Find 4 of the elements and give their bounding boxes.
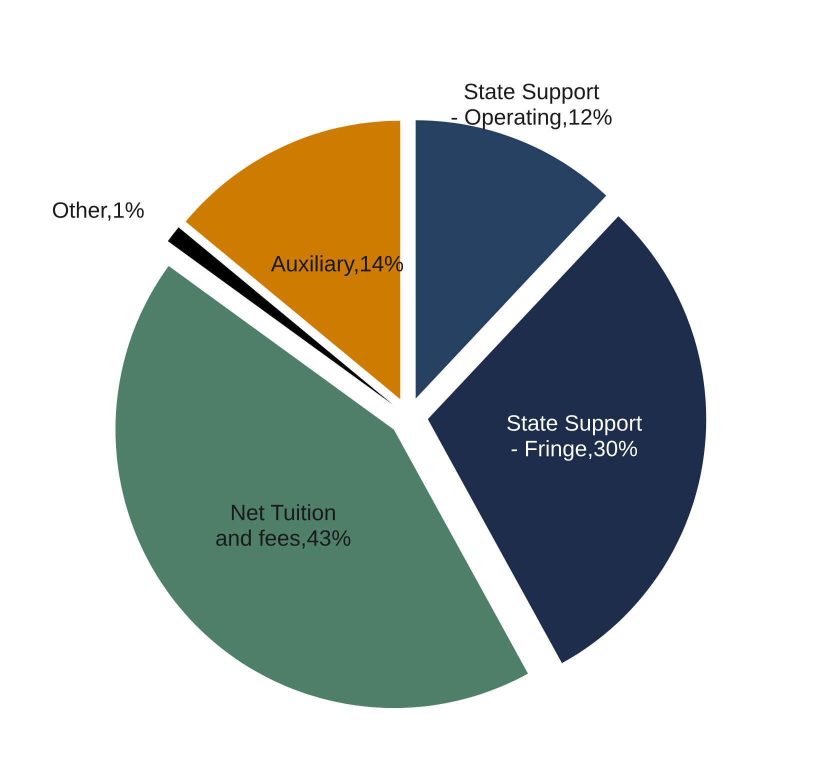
slice-label: State Support - Operating,12% bbox=[452, 84, 612, 130]
slice-label: State Support - Fringe,30% bbox=[507, 415, 642, 461]
slice-label: Other,1% bbox=[52, 202, 144, 221]
slice-label: Net Tuition and fees,43% bbox=[216, 504, 350, 549]
